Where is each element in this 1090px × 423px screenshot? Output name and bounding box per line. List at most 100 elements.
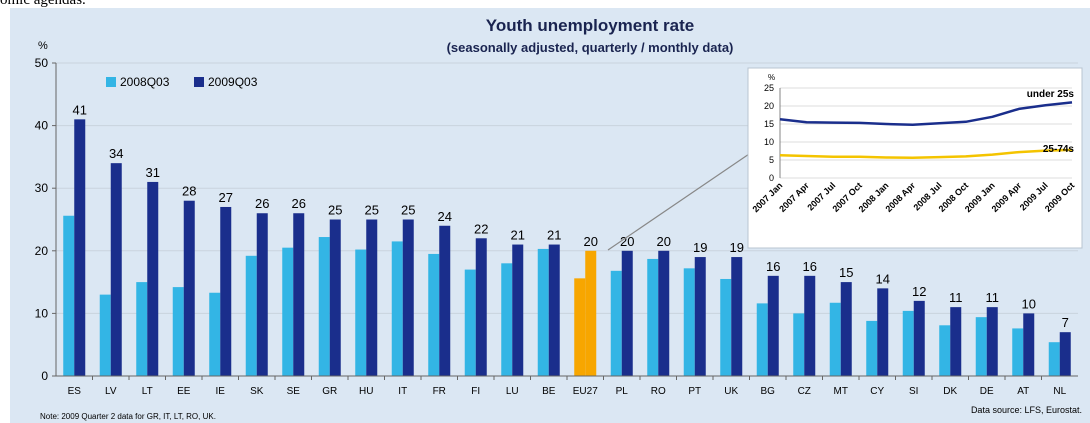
x-tick-label: UK (724, 386, 738, 397)
data-label: 10 (1022, 296, 1036, 311)
bar-2008 (428, 253, 440, 376)
data-label: 25 (401, 203, 415, 218)
bar-2008 (318, 237, 330, 376)
bar-2009 (767, 275, 779, 376)
y-tick-label: 40 (35, 119, 49, 133)
x-axis: ES LV LT EE IE SK SE GR HU IT FR FI LU BE EU27 PL RO PT UK… (56, 375, 1078, 397)
inset-y-axis: 0 5 10 15 20 25 (764, 83, 781, 183)
y-tick-label: 50 (35, 56, 49, 70)
bar-2008 (866, 320, 878, 376)
bar-2008 (902, 310, 914, 376)
chart-note: Note: 2009 Quarter 2 data for GR, IT, LT… (40, 412, 216, 421)
x-tick-label: BE (542, 386, 556, 397)
data-label: 20 (584, 234, 598, 249)
x-tick-label: GR (322, 386, 337, 397)
bar-2009 (548, 244, 560, 376)
data-label: 16 (766, 259, 780, 274)
x-tick-label: NL (1053, 386, 1066, 397)
inset-y-tick-label: 5 (769, 155, 774, 165)
y-tick-label: 30 (35, 181, 49, 195)
bar-2009 (1059, 332, 1071, 376)
data-label: 25 (328, 203, 342, 218)
bar-2008 (1048, 342, 1060, 376)
bar-2009 (585, 250, 597, 376)
bar-2008 (464, 269, 476, 376)
bar-2009 (475, 238, 487, 376)
inset-lines (779, 101, 1073, 160)
data-label: 41 (73, 102, 87, 117)
bar-2009 (402, 219, 414, 376)
x-tick-label: LV (105, 386, 117, 397)
bar-2008 (1012, 328, 1024, 376)
x-tick-label: HU (359, 386, 373, 397)
x-tick-label: IT (398, 386, 407, 397)
inset-y-label: % (768, 73, 775, 82)
x-tick-label: SI (909, 386, 918, 397)
inset-y-tick-label: 15 (764, 119, 774, 129)
bar-2009 (220, 206, 232, 376)
bar-2008 (99, 294, 111, 376)
bar-2008 (756, 303, 768, 376)
legend-swatch-2008 (106, 77, 116, 87)
x-tick-label: CY (870, 386, 884, 397)
inset-y-tick-label: 0 (769, 173, 774, 183)
inset-line-25-74 (779, 148, 1073, 160)
y-tick-label: 20 (35, 244, 49, 258)
data-labels: 41 34 31 28 27 26 26 25 25 25 24 22 21 21 20 20 20 19 19 16… (73, 102, 1069, 330)
bar-2008 (355, 249, 367, 376)
x-tick-label: RO (651, 386, 666, 397)
x-tick-label: CZ (798, 386, 811, 397)
chart-frame: Youth unemployment rate (seasonally adju… (10, 8, 1090, 423)
x-tick-label: FI (471, 386, 480, 397)
data-label: 21 (547, 228, 561, 243)
bar-2009 (293, 213, 305, 376)
y-axis: 0 10 20 30 40 50 (35, 56, 57, 383)
chart-svg: Youth unemployment rate (seasonally adju… (35, 16, 1083, 421)
inset-series-label-25-74: 25-74s (1043, 144, 1075, 155)
bar-2009 (804, 275, 816, 376)
chart-subtitle: (seasonally adjusted, quarterly / monthl… (447, 40, 734, 55)
bar-2008 (172, 287, 184, 376)
x-tick-label: SK (250, 386, 264, 397)
data-label: 27 (219, 190, 233, 205)
bar-2009 (147, 181, 159, 376)
inset-y-tick-label: 10 (764, 137, 774, 147)
bar-2008 (537, 248, 549, 376)
x-tick-label: AT (1017, 386, 1029, 397)
x-tick-label: DK (943, 386, 957, 397)
chart-title: Youth unemployment rate (486, 16, 694, 35)
legend-label-2009: 2009Q03 (208, 75, 258, 89)
data-label: 15 (839, 265, 853, 280)
x-tick-label: FR (433, 386, 446, 397)
bar-2009 (913, 300, 925, 376)
data-label: 28 (182, 184, 196, 199)
bar-2009 (950, 307, 962, 376)
x-tick-label: BG (761, 386, 776, 397)
y-tick-label: 10 (35, 306, 49, 320)
bar-2008 (282, 247, 294, 376)
bar-2008 (63, 215, 75, 376)
bar-2008 (136, 282, 148, 376)
data-label: 31 (146, 165, 160, 180)
bar-2009 (731, 257, 743, 376)
bar-2009 (512, 244, 524, 376)
x-tick-label: MT (834, 386, 848, 397)
bar-2009 (439, 225, 451, 376)
x-tick-label: LU (506, 386, 519, 397)
bar-2009 (329, 219, 341, 376)
x-tick-label: SE (287, 386, 301, 397)
x-tick-label: EU27 (573, 386, 598, 397)
data-label: 19 (730, 240, 744, 255)
x-tick-label: DE (980, 386, 994, 397)
bar-2009 (183, 200, 195, 376)
x-tick-label: EE (177, 386, 191, 397)
bar-2009 (1023, 313, 1035, 376)
bar-2009 (986, 307, 998, 376)
data-label: 11 (949, 290, 963, 305)
data-label: 22 (474, 221, 488, 236)
x-tick-label: IE (216, 386, 226, 397)
bar-2008 (975, 317, 987, 376)
inset-line-under25 (779, 101, 1073, 126)
bar-2008 (610, 270, 622, 376)
data-label: 7 (1062, 315, 1069, 330)
